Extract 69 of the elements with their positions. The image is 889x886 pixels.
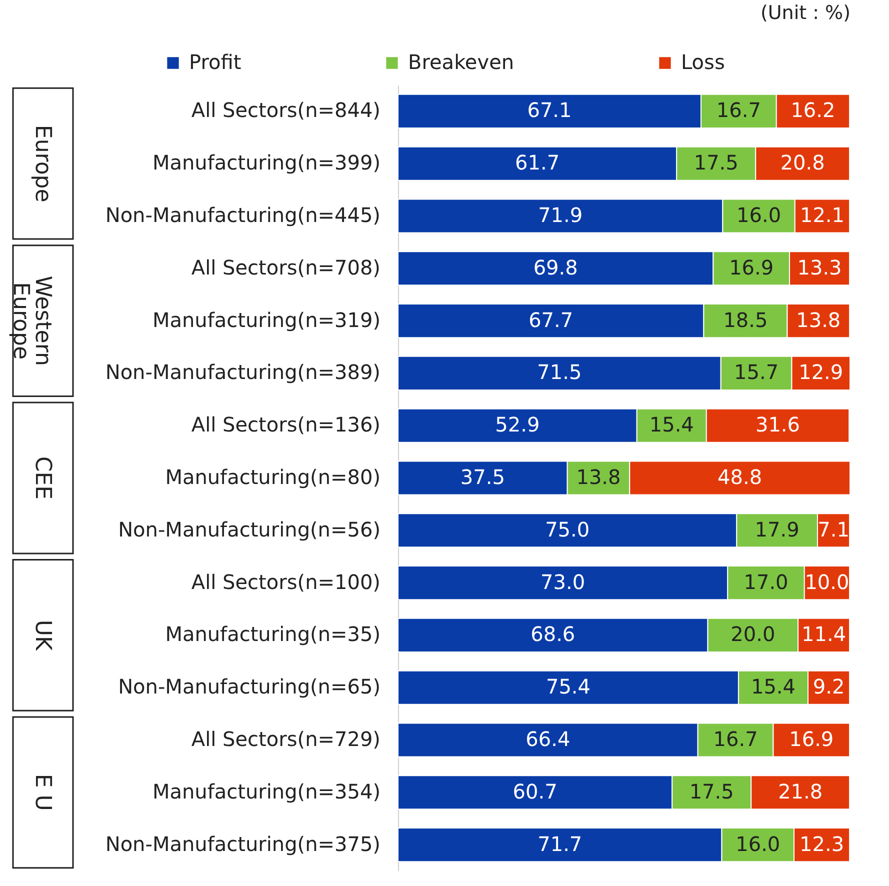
legend-label: Breakeven xyxy=(408,50,514,74)
data-label: 17.5 xyxy=(689,779,734,804)
data-label: 16.9 xyxy=(729,255,774,280)
data-label: 68.6 xyxy=(530,622,576,646)
y-tick-label: All Sectors(n=844) xyxy=(191,98,380,122)
data-label: 71.5 xyxy=(537,360,582,384)
data-label: 66.4 xyxy=(526,727,570,751)
y-tick-label: All Sectors(n=136) xyxy=(191,412,380,437)
text: UK xyxy=(30,620,55,652)
data-label: 67.7 xyxy=(528,308,574,332)
data-label: 17.5 xyxy=(694,150,738,175)
data-label: 37.5 xyxy=(460,465,505,489)
data-label: 60.7 xyxy=(512,779,558,804)
data-label: 20.0 xyxy=(730,622,776,646)
data-label: 48.8 xyxy=(718,465,762,489)
text: Western Europe xyxy=(8,276,55,366)
data-label: 69.8 xyxy=(533,255,578,280)
data-label: 31.6 xyxy=(755,412,800,437)
data-label: 16.0 xyxy=(736,203,782,227)
data-label: 12.1 xyxy=(800,203,844,227)
data-label: 71.7 xyxy=(538,832,582,856)
text: CEE xyxy=(30,456,55,500)
data-label: 75.0 xyxy=(545,517,590,542)
data-label: 67.1 xyxy=(527,98,572,122)
data-label: 15.7 xyxy=(734,360,779,384)
y-tick-label: Manufacturing(n=354) xyxy=(152,779,380,804)
y-tick-label: Non-Manufacturing(n=375) xyxy=(105,832,380,856)
text: (Unit : %) xyxy=(760,2,850,24)
data-label: 17.9 xyxy=(754,517,800,542)
data-label: 15.4 xyxy=(750,674,796,699)
y-tick-label: Non-Manufacturing(n=56) xyxy=(118,517,380,542)
y-tick-label: Non-Manufacturing(n=389) xyxy=(105,360,380,384)
y-tick-label: Non-Manufacturing(n=445) xyxy=(105,203,380,227)
data-label: 21.8 xyxy=(778,779,823,804)
y-tick-label: All Sectors(n=100) xyxy=(191,570,380,594)
y-tick-label: Manufacturing(n=35) xyxy=(165,622,380,646)
data-label: 20.8 xyxy=(780,150,825,175)
data-label: 16.2 xyxy=(790,98,836,122)
y-tick-label: Non-Manufacturing(n=65) xyxy=(118,674,380,699)
data-label: 16.0 xyxy=(736,832,780,856)
data-label: 16.9 xyxy=(789,727,834,751)
data-label: 61.7 xyxy=(515,150,560,175)
y-tick-label: All Sectors(n=729) xyxy=(191,727,380,751)
data-label: 15.4 xyxy=(649,412,694,437)
legend-label: Loss xyxy=(681,50,725,74)
data-label: 71.9 xyxy=(538,203,583,227)
data-label: 16.7 xyxy=(713,727,758,751)
data-label: 16.7 xyxy=(716,98,761,122)
data-label: 10.0 xyxy=(804,570,850,594)
data-label: 13.8 xyxy=(576,465,621,489)
data-label: 11.4 xyxy=(802,622,846,646)
data-label: 7.1 xyxy=(818,517,850,542)
data-label: 9.2 xyxy=(812,674,845,699)
data-label: 12.3 xyxy=(800,832,844,856)
data-label: 12.9 xyxy=(798,360,844,384)
text: Europe xyxy=(30,124,55,202)
y-tick-label: Manufacturing(n=319) xyxy=(152,308,380,332)
legend-label: Profit xyxy=(189,50,242,74)
data-label: 18.5 xyxy=(723,308,768,332)
data-label: 52.9 xyxy=(495,412,540,437)
y-tick-label: All Sectors(n=708) xyxy=(191,255,380,280)
y-tick-label: Manufacturing(n=399) xyxy=(152,150,380,175)
data-label: 75.4 xyxy=(546,674,590,699)
text: E U xyxy=(30,774,55,811)
data-label: 73.0 xyxy=(540,570,586,594)
data-label: 17.0 xyxy=(744,570,788,594)
y-tick-label: Manufacturing(n=80) xyxy=(165,465,380,489)
data-label: 13.3 xyxy=(797,255,842,280)
data-label: 13.8 xyxy=(796,308,841,332)
